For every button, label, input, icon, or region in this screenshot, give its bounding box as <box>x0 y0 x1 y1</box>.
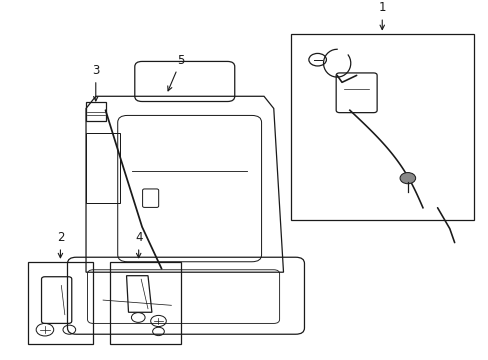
Text: 5: 5 <box>167 54 184 91</box>
Text: 4: 4 <box>135 231 142 258</box>
Text: 2: 2 <box>57 231 64 258</box>
Bar <box>110 262 181 344</box>
Text: 1: 1 <box>378 1 385 30</box>
Bar <box>86 102 105 121</box>
Bar <box>27 262 93 344</box>
Bar <box>290 33 473 220</box>
Circle shape <box>399 172 415 184</box>
Text: 3: 3 <box>92 64 99 101</box>
